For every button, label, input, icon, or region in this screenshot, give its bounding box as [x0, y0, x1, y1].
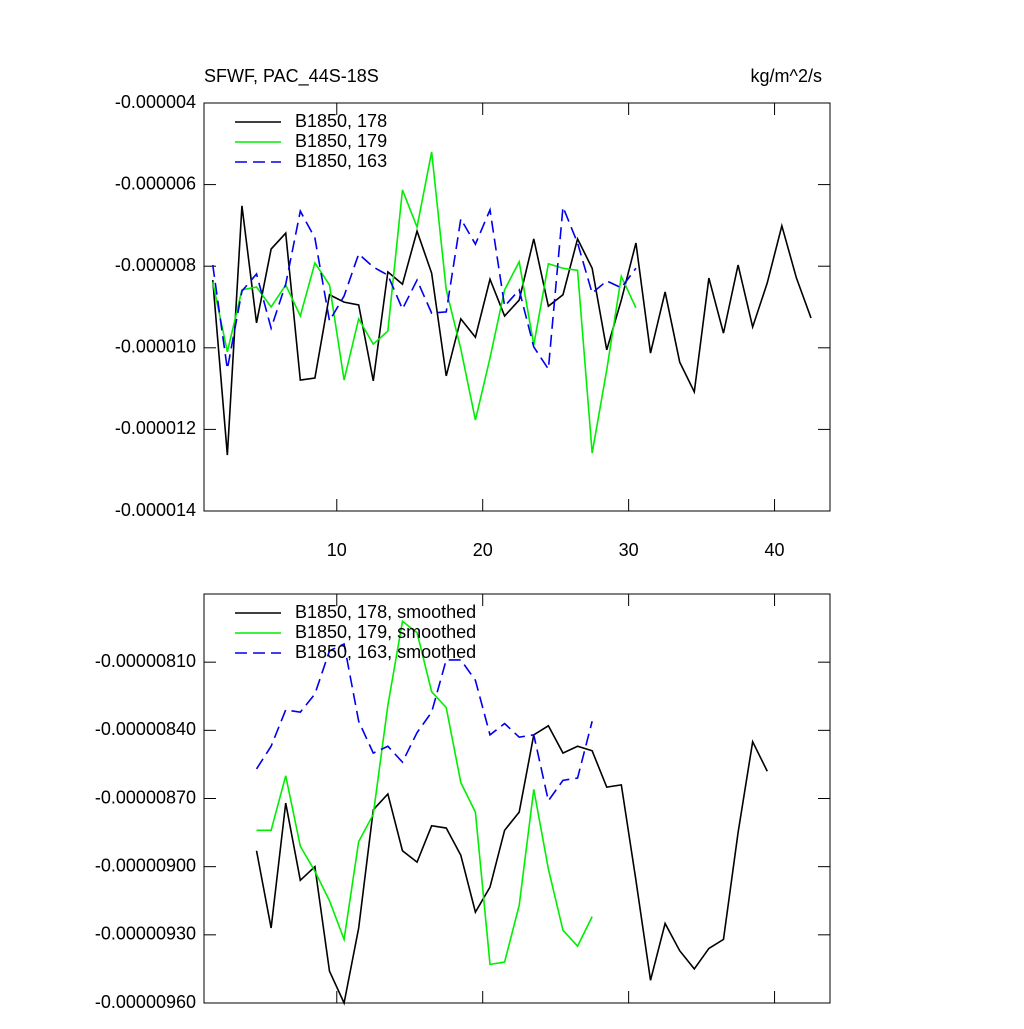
- series-line: [211, 151, 637, 454]
- y-tick-label: -0.00000840: [95, 719, 196, 739]
- legend-label: B1850, 178: [295, 111, 387, 131]
- y-tick-label: -0.00000960: [95, 992, 196, 1012]
- y-tick-label: -0.000012: [115, 418, 196, 438]
- y-tick-label: -0.00000810: [95, 651, 196, 671]
- y-tick-label: -0.00000930: [95, 924, 196, 944]
- legend-label: B1850, 163: [295, 151, 387, 171]
- x-tick-label: 30: [619, 540, 639, 560]
- legend-label: B1850, 179, smoothed: [295, 622, 476, 642]
- x-tick-label: 40: [765, 540, 785, 560]
- y-tick-label: -0.000014: [115, 500, 196, 520]
- legend-label: B1850, 163, smoothed: [295, 642, 476, 662]
- y-tick-label: -0.000004: [115, 92, 196, 112]
- x-tick-label: 10: [327, 540, 347, 560]
- series-line: [255, 642, 593, 803]
- y-tick-label: -0.000006: [115, 173, 196, 193]
- chart-title: SFWF, PAC_44S-18S: [204, 66, 379, 87]
- legend-label: B1850, 178, smoothed: [295, 602, 476, 622]
- y-tick-label: -0.00000870: [95, 787, 196, 807]
- y-tick-label: -0.00000900: [95, 855, 196, 875]
- legend-label: B1850, 179: [295, 131, 387, 151]
- series-line: [255, 724, 768, 1006]
- series-line: [256, 619, 593, 966]
- y-tick-label: -0.000010: [115, 337, 196, 357]
- series-line: [211, 205, 812, 456]
- x-tick-label: 20: [473, 540, 493, 560]
- y-tick-label: -0.000008: [115, 255, 196, 275]
- units-label: kg/m^2/s: [751, 66, 822, 86]
- series-line: [211, 206, 637, 372]
- plot-frame: [203, 102, 831, 512]
